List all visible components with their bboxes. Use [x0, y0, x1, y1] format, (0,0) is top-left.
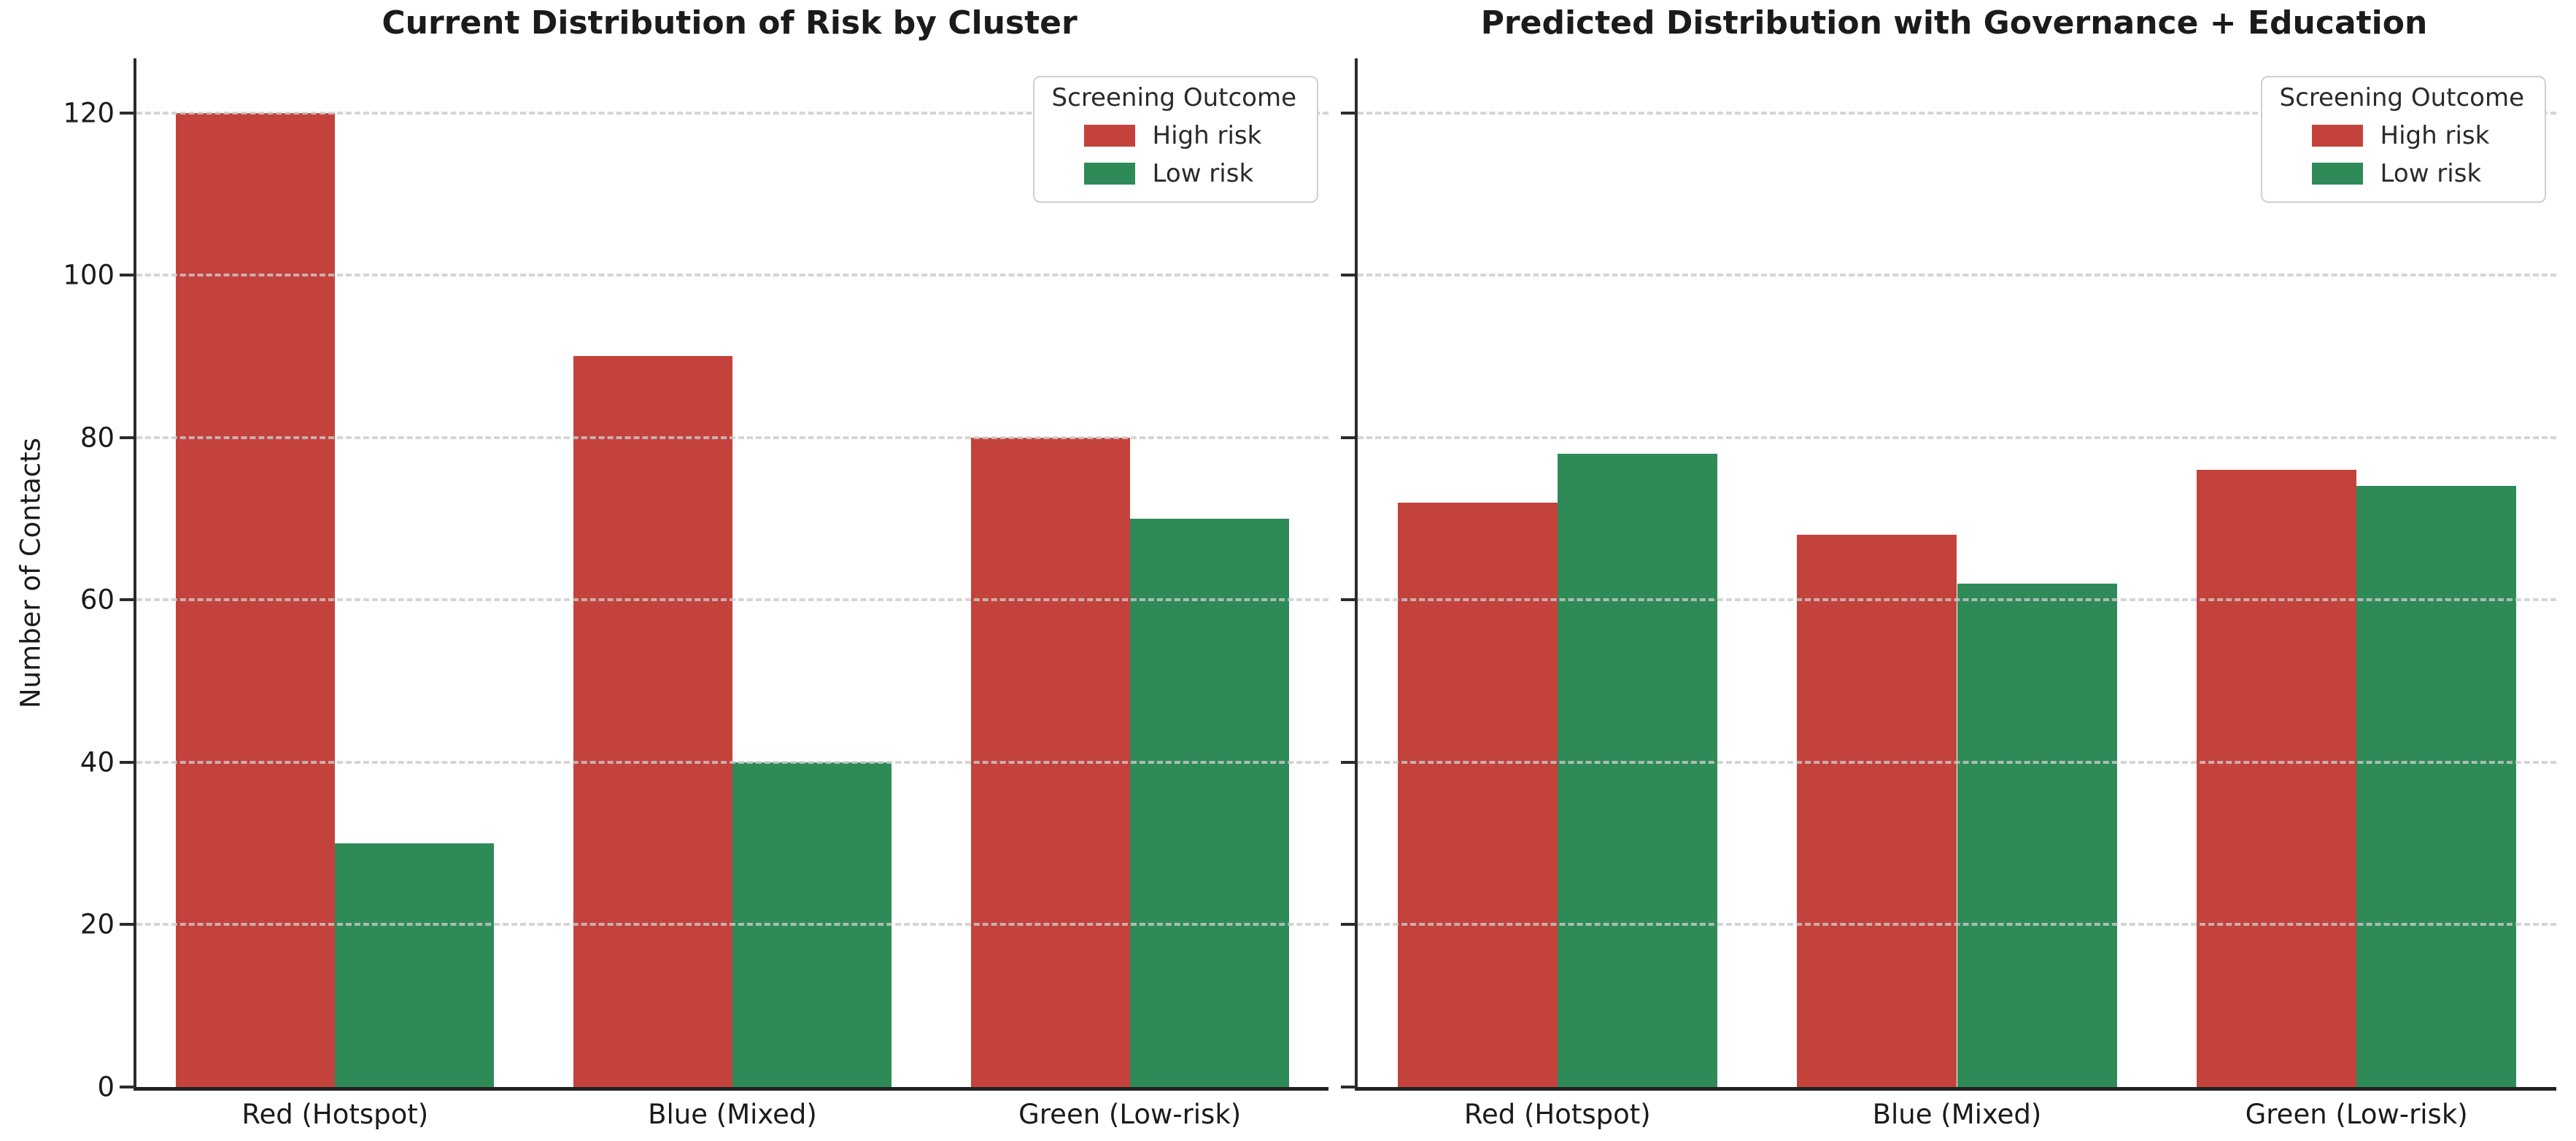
x-tick-label-green-low-risk: Green (Low-risk): [1018, 1099, 1242, 1130]
chart-title-current: Current Distribution of Risk by Cluster: [382, 4, 1078, 42]
gridline-y-60: [136, 598, 1328, 602]
legend-title: Screening Outcome: [2279, 83, 2524, 112]
bar-low-risk-blue-mixed: [1957, 584, 2117, 1087]
y-tick-100: [120, 274, 134, 277]
legend: Screening Outcome High risk Low risk: [1032, 76, 1318, 203]
y-tick-label-60: 60: [80, 584, 115, 616]
gridline-y-100: [1358, 274, 2556, 277]
y-tick-60: [1341, 598, 1355, 602]
legend-swatch-high-risk-icon: [2311, 125, 2363, 147]
legend-title: Screening Outcome: [1051, 83, 1296, 112]
x-tick-label-green-low-risk: Green (Low-risk): [2245, 1099, 2468, 1130]
gridline-y-40: [1358, 760, 2556, 764]
gridline-y-80: [136, 436, 1328, 439]
bar-low-risk-red-hotspot: [1557, 453, 1717, 1087]
x-tick-label-red-hotspot: Red (Hotspot): [1463, 1099, 1651, 1130]
legend-swatch-high-risk-icon: [1083, 125, 1135, 147]
chart-title-predicted: Predicted Distribution with Governance +…: [1480, 4, 2428, 42]
legend-swatch-low-risk-icon: [2311, 163, 2363, 185]
y-tick-40: [1341, 760, 1355, 764]
y-tick-40: [120, 760, 134, 764]
bar-low-risk-red-hotspot: [335, 843, 495, 1087]
legend-label-low-risk: Low risk: [2380, 159, 2482, 188]
y-tick-label-80: 80: [80, 422, 115, 454]
gridline-y-60: [1358, 598, 2556, 602]
gridline-y-40: [136, 760, 1328, 764]
bar-low-risk-green-low-risk: [1129, 519, 1289, 1087]
legend-item-high-risk: High risk: [2280, 121, 2524, 150]
legend-label-high-risk: High risk: [1152, 121, 1262, 150]
legend: Screening Outcome High risk Low risk: [2260, 76, 2546, 203]
y-tick-0: [120, 1086, 134, 1088]
gridline-y-120: [1358, 111, 2556, 115]
legend-label-high-risk: High risk: [2380, 121, 2490, 150]
y-tick-60: [120, 598, 134, 602]
bar-low-risk-green-low-risk: [2356, 486, 2517, 1087]
gridline-y-20: [1358, 923, 2556, 927]
x-tick-label-red-hotspot: Red (Hotspot): [241, 1099, 429, 1130]
y-tick-20: [120, 923, 134, 927]
x-tick-label-blue-mixed: Blue (Mixed): [1872, 1099, 2042, 1130]
y-tick-120: [1341, 111, 1355, 115]
plot-area-predicted: Screening Outcome High risk Low risk Red…: [1341, 58, 2556, 1130]
y-tick-label-120: 120: [63, 97, 115, 129]
y-axis-label: Number of Contacts: [15, 437, 47, 708]
gridline-y-120: [136, 111, 1328, 115]
legend-item-low-risk: Low risk: [2280, 159, 2524, 188]
y-tick-label-20: 20: [80, 908, 115, 940]
y-tick-80: [1341, 436, 1355, 439]
gridline-y-100: [136, 274, 1328, 277]
bar-high-risk-green-low-risk: [2197, 470, 2357, 1087]
legend-item-high-risk: High risk: [1052, 121, 1296, 150]
bar-high-risk-blue-mixed: [1797, 535, 1957, 1087]
legend-label-low-risk: Low risk: [1152, 159, 1254, 188]
bar-high-risk-blue-mixed: [573, 356, 732, 1087]
y-tick-label-100: 100: [63, 259, 115, 291]
legend-swatch-low-risk-icon: [1083, 163, 1135, 185]
bar-high-risk-red-hotspot: [1397, 502, 1558, 1087]
legend-item-low-risk: Low risk: [1052, 159, 1296, 188]
gridline-y-80: [1358, 436, 2556, 439]
y-tick-20: [1341, 923, 1355, 927]
y-tick-0: [1341, 1086, 1355, 1088]
y-tick-100: [1341, 274, 1355, 277]
y-tick-120: [120, 111, 134, 115]
x-tick-label-blue-mixed: Blue (Mixed): [648, 1099, 817, 1130]
y-tick-label-0: 0: [97, 1071, 115, 1103]
y-tick-label-40: 40: [80, 746, 115, 778]
plot-area-current: Screening Outcome High risk Low risk 0 20…: [63, 58, 1328, 1130]
gridline-y-20: [136, 923, 1328, 927]
y-tick-80: [120, 436, 134, 439]
